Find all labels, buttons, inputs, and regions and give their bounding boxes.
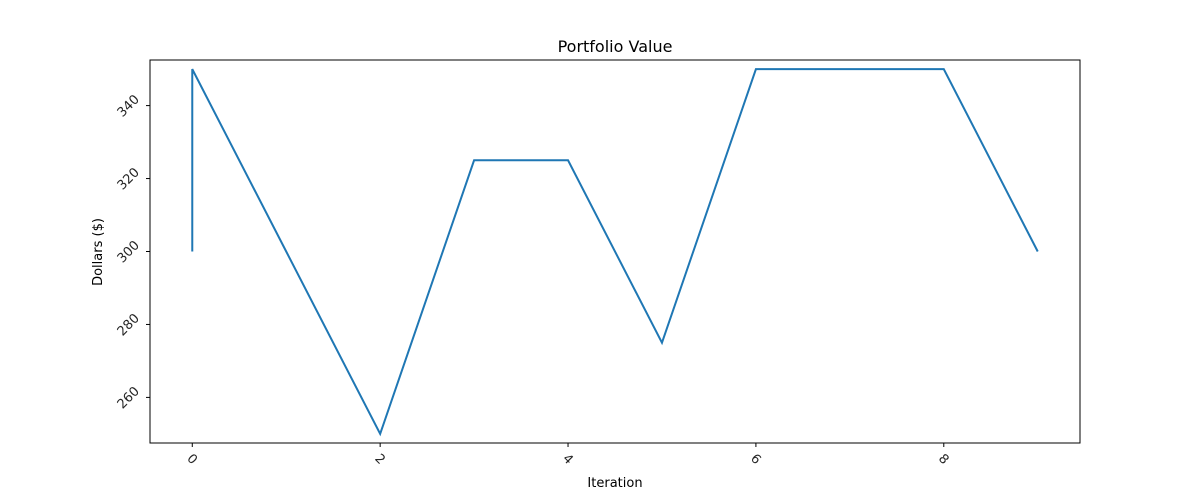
x-tick-label: 4 xyxy=(559,451,575,467)
x-tick-label: 8 xyxy=(935,451,951,467)
x-axis-ticks: 0 2 4 6 8 xyxy=(184,443,951,468)
x-tick-label: 2 xyxy=(371,451,387,467)
y-tick-label: 260 xyxy=(115,384,143,412)
series-line xyxy=(191,68,1039,437)
x-tick-label: 6 xyxy=(747,451,763,467)
series-layer xyxy=(191,68,1039,437)
y-tick-label: 340 xyxy=(115,92,143,120)
chart-title: Portfolio Value xyxy=(558,37,673,56)
y-tick-label: 280 xyxy=(115,311,143,339)
y-axis-label: Dollars ($) xyxy=(91,218,106,286)
y-axis-ticks: 260 280 300 320 340 xyxy=(115,92,150,412)
x-axis-label: Iteration xyxy=(587,476,642,491)
x-tick-label: 0 xyxy=(184,451,200,467)
y-tick-label: 320 xyxy=(115,165,143,193)
y-tick-label: 300 xyxy=(115,238,143,266)
